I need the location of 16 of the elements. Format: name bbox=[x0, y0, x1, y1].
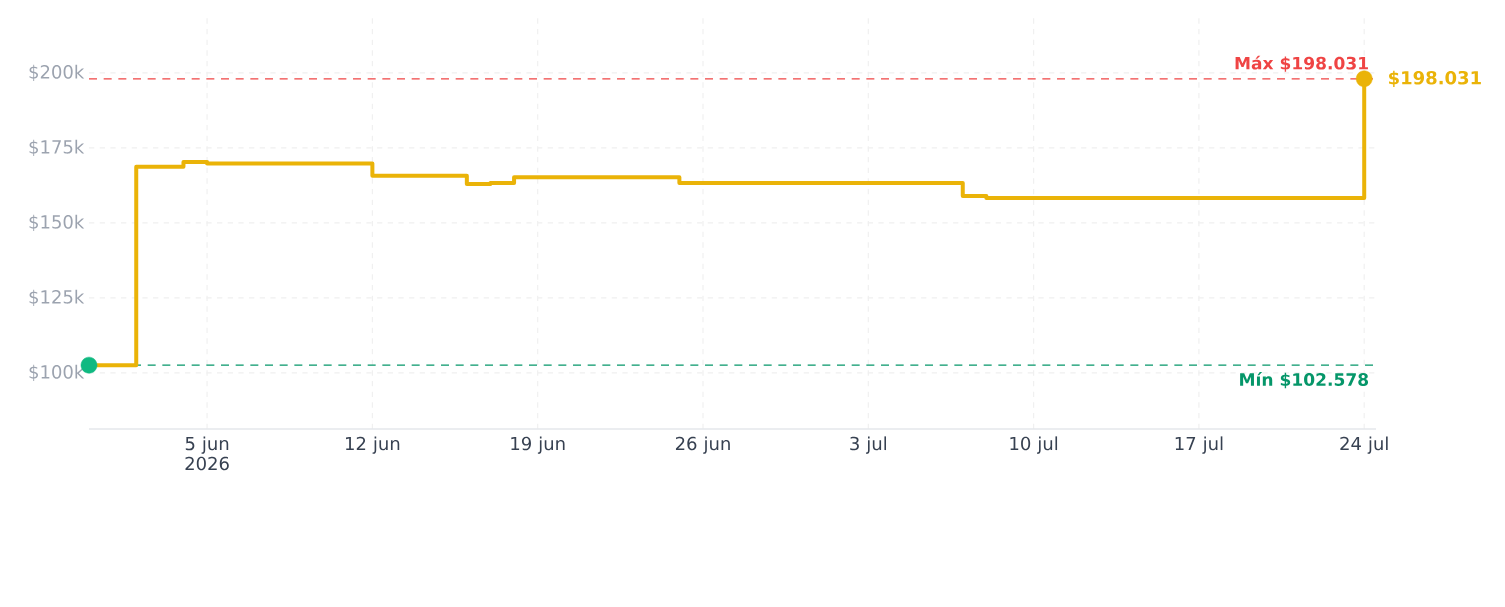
x-tick-label: 10 jul bbox=[1010, 436, 1058, 454]
y-tick-label: $175k bbox=[29, 139, 85, 157]
x-tick-label: 26 jun bbox=[675, 436, 730, 454]
ref-line-label: Mín $102.578 bbox=[1240, 372, 1369, 389]
x-tick-label: 3 jul bbox=[850, 436, 887, 454]
x-tick-label: 17 jul bbox=[1175, 436, 1223, 454]
y-tick-label: $200k bbox=[29, 64, 85, 82]
x-tick-label: 19 jun bbox=[511, 436, 565, 454]
y-tick-label: $100k bbox=[29, 364, 85, 382]
ref-line-label: Máx $198.031 bbox=[1235, 55, 1368, 72]
y-tick-label: $150k bbox=[29, 214, 85, 232]
x-tick-label: 5 jun 2026 bbox=[185, 436, 229, 471]
annotation: $198.031 bbox=[1388, 70, 1481, 87]
x-tick-label: 24 jul bbox=[1340, 436, 1388, 454]
y-tick-label: $125k bbox=[29, 289, 85, 307]
x-tick-label: 12 jun bbox=[346, 436, 400, 454]
